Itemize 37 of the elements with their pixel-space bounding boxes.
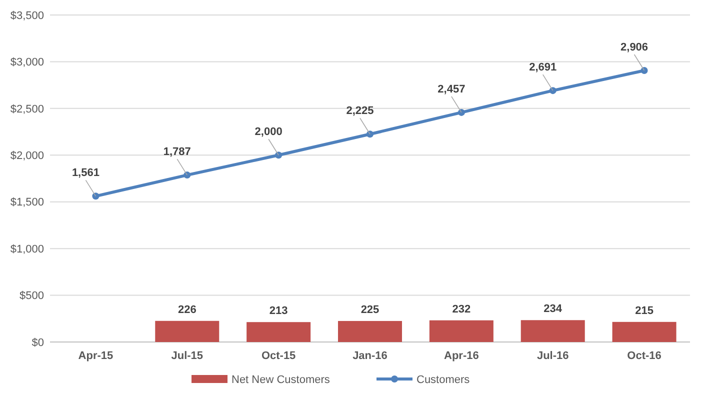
data-label: 226	[178, 304, 196, 316]
data-label: 2,906	[620, 41, 648, 54]
point	[275, 152, 282, 159]
legend-label: Customers	[416, 374, 470, 386]
x-tick-label: Oct-15	[261, 350, 296, 362]
y-tick-label: $2,500	[10, 103, 44, 116]
y-tick-label: $1,500	[10, 196, 44, 209]
point	[458, 108, 465, 116]
data-label: 1,787	[163, 146, 191, 158]
data-label: 213	[269, 305, 288, 318]
x-tick-label: Apr-16	[444, 350, 479, 362]
point	[366, 130, 374, 138]
x-tick-label: Jul-15	[171, 350, 204, 362]
point	[92, 192, 100, 200]
data-label: 215	[635, 304, 654, 317]
data-label: 232	[452, 303, 471, 316]
x-tick-label: Jan-16	[352, 350, 388, 362]
x-tick-label: Oct-16	[627, 350, 662, 362]
data-label: 2,457	[438, 83, 466, 96]
data-label: 2,225	[346, 105, 374, 118]
y-tick-label: $3,000	[10, 56, 44, 69]
y-tick-label: $2,000	[10, 150, 44, 162]
legend-label: Net New Customers	[232, 374, 330, 386]
y-tick-label: $3,500	[10, 10, 44, 22]
x-tick-label: Apr-15	[78, 350, 114, 362]
y-tick-label: $500	[20, 290, 44, 302]
point	[640, 66, 648, 74]
data-label: 2,000	[254, 126, 282, 138]
x-tick-label: Jul-16	[536, 350, 569, 362]
data-label: 2,691	[529, 62, 557, 74]
point	[184, 172, 191, 179]
data-label: 1,561	[72, 167, 100, 180]
y-tick-label: $0	[32, 336, 44, 349]
y-tick-label: $1,000	[10, 243, 44, 256]
data-label: 225	[360, 304, 380, 316]
data-label: 234	[544, 303, 563, 316]
point	[549, 87, 556, 94]
